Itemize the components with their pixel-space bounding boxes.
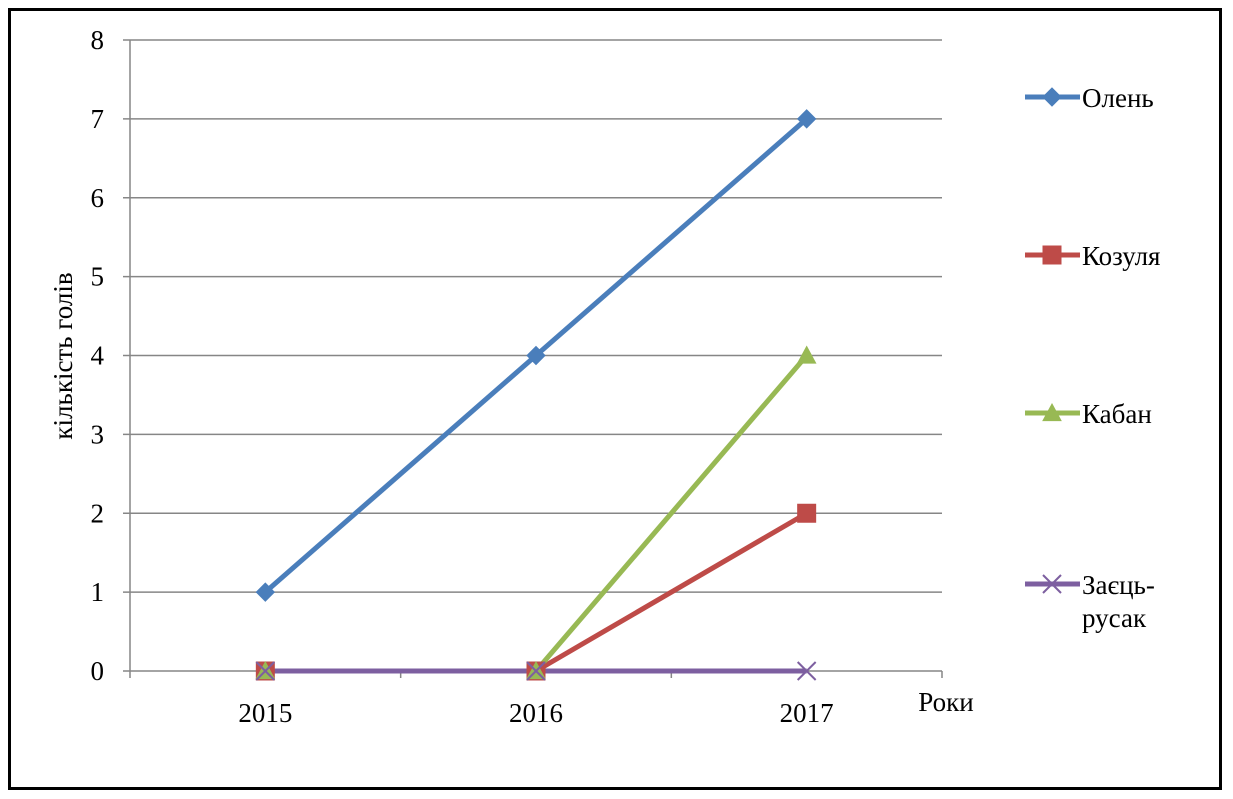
y-tick-label: 4 <box>91 341 105 371</box>
legend-label: Заєць- <box>1082 570 1155 600</box>
legend-entry-2: Кабан <box>1025 399 1152 429</box>
y-tick-label: 0 <box>91 656 105 686</box>
y-tick-label: 6 <box>91 183 105 213</box>
x-axis-title: Роки <box>918 687 973 717</box>
x-tick-label: 2017 <box>780 698 834 728</box>
legend-entry-1: Козуля <box>1025 241 1160 271</box>
axes: 0 1 2 3 4 5 6 7 8 2015 2016 2017 <box>91 25 943 728</box>
legend-marker <box>1043 246 1061 264</box>
y-tick-label: 7 <box>91 104 105 134</box>
series-markers <box>256 110 815 680</box>
y-tick-label: 1 <box>91 577 105 607</box>
legend-label: Кабан <box>1082 399 1152 429</box>
legend-entry-3: Заєць-русак <box>1025 570 1155 633</box>
legend-entry-0: Олень <box>1025 83 1154 113</box>
data-point-1-2 <box>798 504 816 522</box>
x-tick-label: 2016 <box>509 698 563 728</box>
legend-marker <box>1043 88 1061 106</box>
legend-label: Олень <box>1082 83 1154 113</box>
x-tick-label: 2015 <box>238 698 292 728</box>
legend-label: Козуля <box>1082 241 1160 271</box>
y-tick-label: 2 <box>91 498 105 528</box>
y-tick-label: 5 <box>91 262 105 292</box>
series-lines <box>265 119 806 671</box>
y-tick-label: 8 <box>91 25 105 55</box>
y-tick-label: 3 <box>91 419 105 449</box>
legend-label: русак <box>1082 603 1147 633</box>
y-axis-title: кількість голів <box>48 272 78 439</box>
legend: Олень Козуля Кабан Заєць-русак <box>1025 83 1160 633</box>
